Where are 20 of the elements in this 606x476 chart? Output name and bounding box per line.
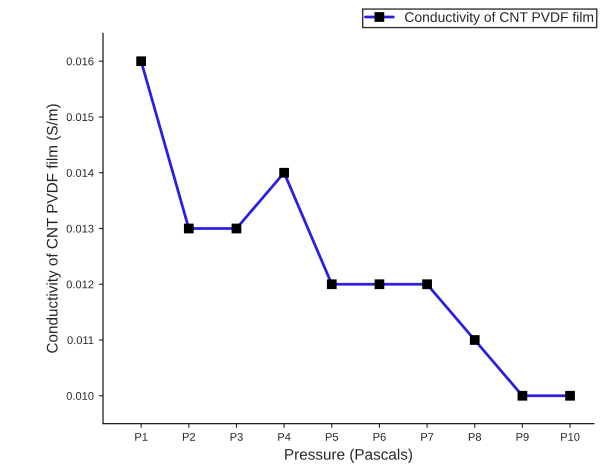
y-tick-label: 0.016 xyxy=(66,57,94,66)
x-axis-title: Pressure (Pascals) xyxy=(285,448,412,463)
x-tick-label: P7 xyxy=(421,433,434,441)
y-tick-label: 0.013 xyxy=(66,224,94,233)
y-axis-title: Conductivity of CNT PVDF film (S/m) xyxy=(46,104,61,353)
x-tick-label: P2 xyxy=(182,432,196,441)
legend-label: Conductivity of CNT PVDF film xyxy=(405,12,594,25)
x-tick-label: P3 xyxy=(230,432,243,441)
y-tick-label: 0.015 xyxy=(66,113,94,122)
x-tick-label: P4 xyxy=(278,433,291,441)
x-tick-label: P10 xyxy=(561,432,580,441)
x-tick-label: P9 xyxy=(516,432,529,441)
x-tick-label: P1 xyxy=(135,433,148,441)
x-tick-label: P8 xyxy=(468,432,482,441)
y-tick-label: 0.010 xyxy=(66,392,94,400)
x-tick-label: P6 xyxy=(374,432,386,441)
y-tick-label: 0.012 xyxy=(66,280,94,288)
y-tick-label: 0.011 xyxy=(67,336,94,344)
y-tick-label: 0.014 xyxy=(66,168,94,177)
x-tick-label: P5 xyxy=(326,433,338,441)
